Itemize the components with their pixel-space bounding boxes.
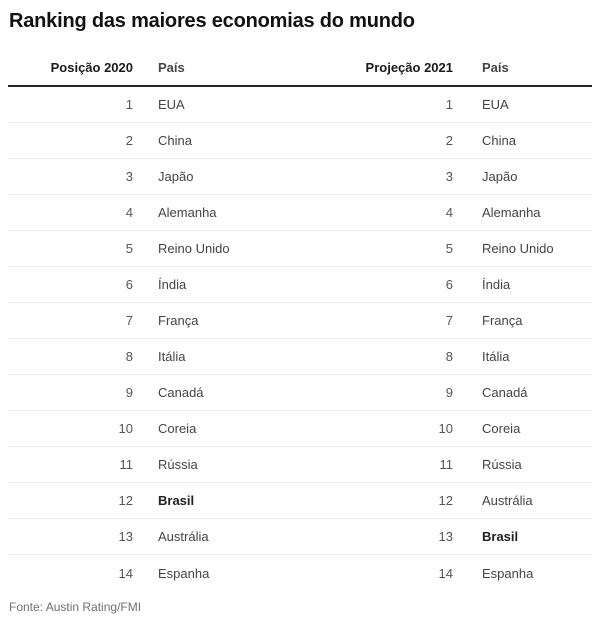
country-2021-cell: Rússia bbox=[482, 457, 522, 472]
country-2020-cell: Rússia bbox=[158, 457, 198, 472]
rank-2021-cell: 11 bbox=[439, 457, 454, 472]
rank-2021-cell: 1 bbox=[445, 97, 453, 112]
header-posicao-2020: Posição 2020 bbox=[50, 59, 133, 75]
rank-2020-cell: 7 bbox=[125, 313, 133, 328]
table-row: 4 Alemanha 4 Alemanha bbox=[8, 195, 592, 231]
table-row: 12 Brasil 12 Austrália bbox=[8, 483, 592, 519]
country-2021-cell: Alemanha bbox=[482, 205, 541, 220]
rank-2020-cell: 10 bbox=[118, 421, 133, 436]
country-2020-cell: Brasil bbox=[158, 493, 195, 508]
rank-2021-cell: 9 bbox=[445, 385, 453, 400]
country-2020-cell: Austrália bbox=[158, 529, 209, 544]
country-2021-cell: Coreia bbox=[482, 421, 521, 436]
table-row: 2 China 2 China bbox=[8, 123, 592, 159]
country-2020-cell: Itália bbox=[158, 349, 186, 364]
rank-2020-cell: 12 bbox=[118, 493, 133, 508]
rank-2020-cell: 4 bbox=[125, 205, 133, 220]
rank-2021-cell: 7 bbox=[445, 313, 453, 328]
table-row: 11 Rússia 11 Rússia bbox=[8, 447, 592, 483]
table-row: 7 França 7 França bbox=[8, 303, 592, 339]
country-2021-cell: Reino Unido bbox=[482, 241, 554, 256]
rank-2021-cell: 4 bbox=[445, 205, 453, 220]
country-2020-cell: Reino Unido bbox=[158, 241, 230, 256]
rank-2020-cell: 3 bbox=[125, 169, 133, 184]
rank-2020-cell: 1 bbox=[125, 97, 133, 112]
country-2020-cell: Canadá bbox=[158, 385, 204, 400]
rank-2020-cell: 5 bbox=[125, 241, 133, 256]
rank-2020-cell: 6 bbox=[125, 277, 133, 292]
country-2021-cell: França bbox=[482, 313, 523, 328]
country-2020-cell: Alemanha bbox=[158, 205, 217, 220]
rank-2020-cell: 9 bbox=[125, 385, 133, 400]
rank-2021-cell: 8 bbox=[445, 349, 453, 364]
header-pais-2021: País bbox=[482, 59, 509, 75]
country-2021-cell: EUA bbox=[482, 97, 509, 112]
rank-2021-cell: 5 bbox=[445, 241, 453, 256]
table-row: 9 Canadá 9 Canadá bbox=[8, 375, 592, 411]
rank-2020-cell: 14 bbox=[118, 565, 133, 581]
country-2020-cell: China bbox=[158, 133, 192, 148]
country-2021-cell: Itália bbox=[482, 349, 510, 364]
country-2020-cell: Coreia bbox=[158, 421, 197, 436]
country-2020-cell: EUA bbox=[158, 97, 185, 112]
rank-2020-cell: 13 bbox=[118, 529, 133, 544]
country-2021-cell: Espanha bbox=[482, 565, 534, 581]
table-row: 8 Itália 8 Itália bbox=[8, 339, 592, 375]
country-2020-cell: Índia bbox=[158, 277, 187, 292]
table-row: 13 Austrália 13 Brasil bbox=[8, 519, 592, 555]
country-2020-cell: Japão bbox=[158, 169, 194, 184]
ranking-table: Posição 2020 País Projeção 2021 País 1 EU… bbox=[8, 49, 592, 591]
country-2021-cell: Índia bbox=[482, 277, 511, 292]
rank-2021-cell: 14 bbox=[438, 565, 453, 581]
country-2021-cell: Canadá bbox=[482, 385, 528, 400]
source-note: Fonte: Austin Rating/FMI bbox=[9, 600, 142, 614]
header-projecao-2021: Projeção 2021 bbox=[365, 59, 453, 75]
country-2021-cell: China bbox=[482, 133, 516, 148]
country-2020-cell: Espanha bbox=[158, 565, 210, 581]
table-row: 10 Coreia 10 Coreia bbox=[8, 411, 592, 447]
table-row: 1 EUA 1 EUA bbox=[8, 87, 592, 123]
rank-2021-cell: 10 bbox=[438, 421, 453, 436]
rank-2021-cell: 2 bbox=[445, 133, 453, 148]
rank-2020-cell: 8 bbox=[125, 349, 133, 364]
rank-2021-cell: 3 bbox=[445, 169, 453, 184]
country-2021-cell: Brasil bbox=[482, 529, 519, 544]
table-row: 6 Índia 6 Índia bbox=[8, 267, 592, 303]
rank-2021-cell: 12 bbox=[438, 493, 453, 508]
table-row: 3 Japão 3 Japão bbox=[8, 159, 592, 195]
rank-2021-cell: 6 bbox=[445, 277, 453, 292]
country-2021-cell: Austrália bbox=[482, 493, 533, 508]
table-row: 14 Espanha 14 Espanha bbox=[8, 555, 592, 591]
country-2021-cell: Japão bbox=[482, 169, 518, 184]
table-header: Posição 2020 País Projeção 2021 País bbox=[8, 49, 592, 87]
rank-2021-cell: 13 bbox=[438, 529, 453, 544]
rank-2020-cell: 2 bbox=[125, 133, 133, 148]
header-pais-2020: País bbox=[158, 59, 185, 75]
table-row: 5 Reino Unido 5 Reino Unido bbox=[8, 231, 592, 267]
rank-2020-cell: 11 bbox=[119, 457, 134, 472]
page-title: Ranking das maiores economias do mundo bbox=[9, 10, 415, 32]
country-2020-cell: França bbox=[158, 313, 199, 328]
table-body: 1 EUA 1 EUA 2 China 2 China 3 Japão 3 Japão 4 Alemanh… bbox=[8, 87, 592, 591]
